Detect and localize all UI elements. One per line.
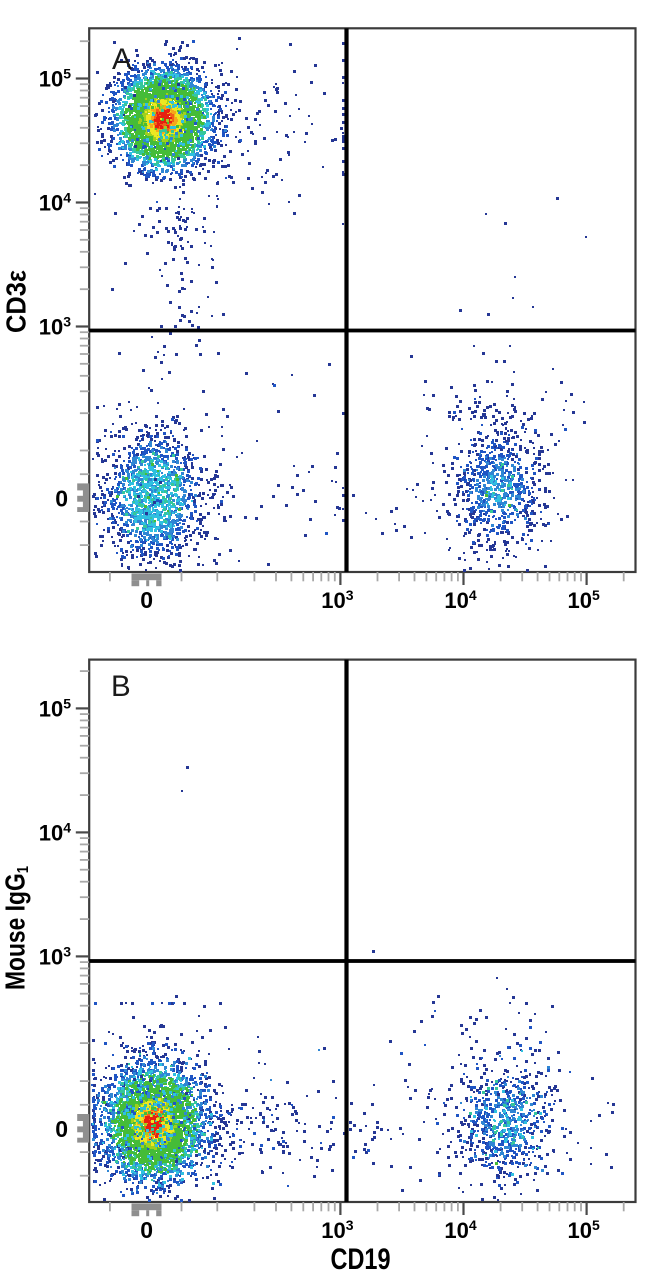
svg-text:0: 0 [140, 587, 153, 613]
svg-text:105: 105 [39, 695, 71, 721]
svg-text:CD3ε: CD3ε [1, 270, 32, 333]
svg-text:103: 103 [321, 1217, 353, 1243]
svg-text:105: 105 [567, 1217, 599, 1243]
svg-text:105: 105 [39, 66, 71, 92]
svg-text:104: 104 [444, 1217, 476, 1243]
svg-text:104: 104 [39, 190, 71, 216]
svg-text:103: 103 [39, 943, 71, 969]
svg-text:104: 104 [444, 587, 476, 613]
svg-text:Mouse IgG1: Mouse IgG1 [0, 866, 32, 990]
svg-text:A: A [112, 43, 132, 76]
svg-text:0: 0 [55, 485, 68, 511]
svg-text:105: 105 [567, 587, 599, 613]
svg-text:0: 0 [140, 1217, 153, 1243]
svg-text:103: 103 [39, 314, 71, 340]
svg-text:CD19: CD19 [331, 1243, 391, 1276]
svg-text:103: 103 [321, 587, 353, 613]
svg-text:0: 0 [55, 1116, 68, 1142]
svg-text:B: B [111, 670, 131, 703]
svg-text:104: 104 [39, 819, 71, 845]
